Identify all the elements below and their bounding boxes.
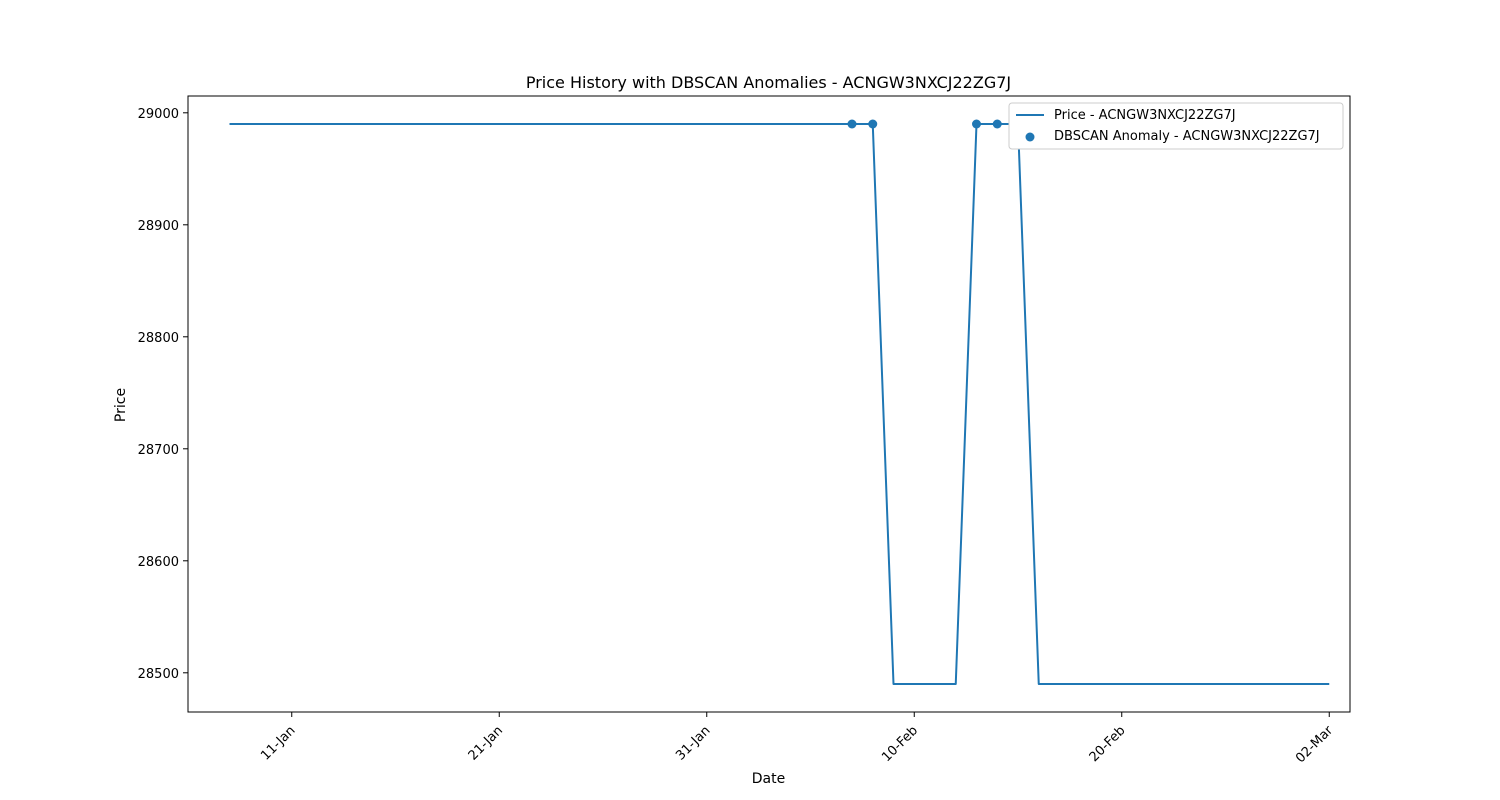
anomaly-point — [868, 119, 878, 129]
x-axis-label: Date — [752, 771, 785, 787]
anomaly-point — [847, 119, 857, 129]
legend-entry-price: Price - ACNGW3NXCJ22ZG7J — [1054, 108, 1236, 123]
legend-entry-anomaly: DBSCAN Anomaly - ACNGW3NXCJ22ZG7J — [1054, 129, 1320, 144]
chart-title: Price History with DBSCAN Anomalies - AC… — [526, 73, 1011, 92]
y-tick-label: 28900 — [138, 219, 179, 234]
anomaly-point — [972, 119, 981, 129]
series-layer — [229, 119, 1330, 685]
legend-marker-swatch — [1025, 132, 1035, 142]
price-line — [229, 123, 1330, 685]
y-axis: 28500 28600 28700 28800 28900 29000 — [138, 107, 188, 682]
legend-box — [1008, 102, 1344, 150]
y-tick-label: 29000 — [138, 107, 179, 122]
y-tick-label: 28500 — [138, 667, 179, 682]
anomaly-point — [992, 119, 1002, 129]
y-tick-label: 28600 — [138, 555, 179, 570]
y-tick-label: 28800 — [138, 331, 179, 346]
y-tick-label: 28700 — [138, 443, 179, 458]
y-axis-label: Price — [113, 388, 129, 422]
legend: Price - ACNGW3NXCJ22ZG7J DBSCAN Anomaly … — [1008, 102, 1344, 150]
plot-area — [187, 95, 1351, 713]
